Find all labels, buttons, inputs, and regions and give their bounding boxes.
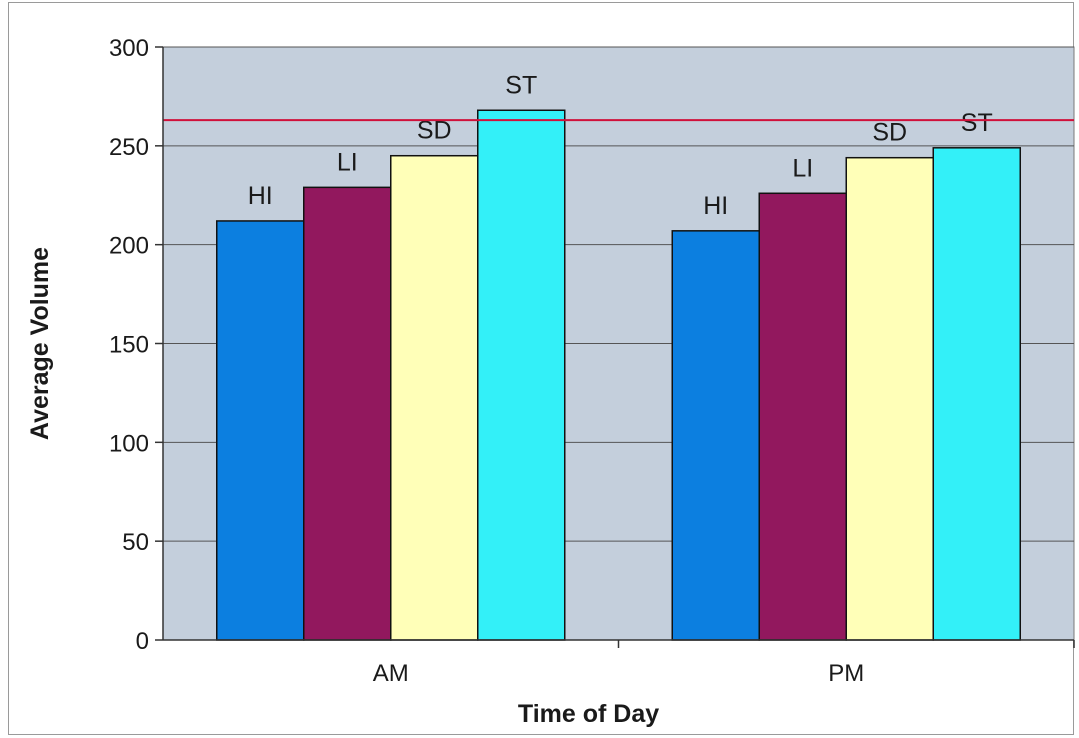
bar-label-sd: SD bbox=[417, 117, 452, 145]
bar-hi-pm bbox=[671, 230, 760, 641]
y-axis-ticks: 0 50 100 150 200 250 300 bbox=[109, 35, 163, 655]
bar-label-li: LI bbox=[792, 154, 813, 182]
x-tick-label: AM bbox=[373, 660, 409, 687]
x-axis-ticks: AM PM bbox=[373, 640, 1075, 687]
bar-sd-pm bbox=[845, 156, 934, 641]
bar-sd-am bbox=[390, 154, 479, 641]
bar-labels: HI LI SD ST HI LI SD ST bbox=[248, 71, 993, 220]
bars bbox=[216, 109, 1021, 641]
y-tick-label: 50 bbox=[122, 529, 149, 556]
bar-label-st: ST bbox=[505, 71, 537, 99]
y-tick-label: 200 bbox=[109, 233, 149, 260]
bar-li-pm bbox=[758, 192, 847, 641]
x-axis-title: Time of Day bbox=[518, 700, 659, 728]
y-tick-label: 0 bbox=[136, 628, 149, 655]
y-tick-label: 250 bbox=[109, 134, 149, 161]
y-tick-label: 150 bbox=[109, 332, 149, 359]
bar-label-hi: HI bbox=[703, 192, 728, 220]
bar-label-hi: HI bbox=[248, 182, 273, 210]
bar-label-st: ST bbox=[961, 109, 993, 137]
bar-st-pm bbox=[932, 147, 1021, 641]
bar-li-am bbox=[303, 186, 392, 641]
x-tick-label: PM bbox=[828, 660, 864, 687]
y-tick-label: 300 bbox=[109, 35, 149, 62]
bar-label-sd: SD bbox=[872, 119, 907, 147]
bar-st-am bbox=[477, 109, 566, 641]
y-tick-label: 100 bbox=[109, 430, 149, 457]
bar-label-li: LI bbox=[337, 148, 358, 176]
bar-hi-am bbox=[216, 220, 305, 641]
y-axis-title: Average Volume bbox=[26, 247, 54, 440]
